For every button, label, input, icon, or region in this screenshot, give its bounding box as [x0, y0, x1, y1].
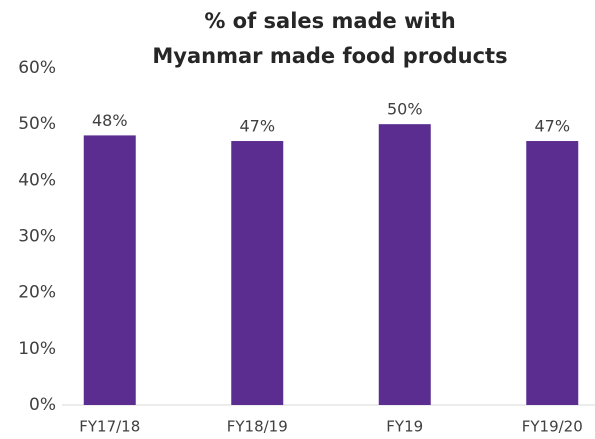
y-tick-label: 50% — [18, 114, 56, 134]
bar — [83, 135, 136, 405]
data-label: 48% — [92, 111, 128, 130]
x-tick-label: FY19 — [386, 418, 423, 436]
x-tick-label: FY17/18 — [79, 418, 140, 436]
bar — [378, 124, 431, 406]
y-tick-label: 0% — [29, 395, 56, 415]
y-tick-label: 60% — [18, 58, 56, 78]
y-tick-label: 20% — [18, 283, 56, 303]
bar — [526, 141, 579, 405]
data-label: 47% — [239, 117, 275, 136]
bar — [231, 141, 284, 405]
data-label: 47% — [534, 117, 570, 136]
y-tick-label: 40% — [18, 170, 56, 190]
chart-title: % of sales made with — [204, 9, 455, 33]
data-label: 50% — [387, 100, 423, 119]
y-tick-label: 30% — [18, 227, 56, 247]
chart-title: Myanmar made food products — [152, 44, 507, 68]
x-tick-label: FY19/20 — [522, 418, 583, 436]
x-tick-label: FY18/19 — [227, 418, 288, 436]
y-tick-label: 10% — [18, 339, 56, 359]
